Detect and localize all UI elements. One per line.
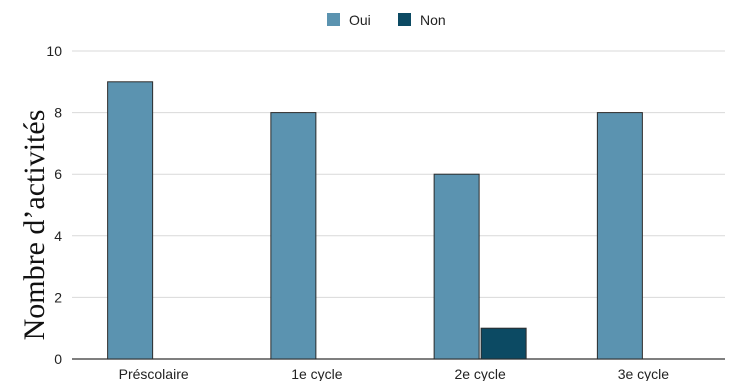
y-tick-label: 2 xyxy=(54,289,62,305)
legend: Oui Non xyxy=(327,12,446,28)
y-tick-label: 0 xyxy=(54,351,62,367)
y-tick-label: 10 xyxy=(46,43,62,59)
bar-oui-1 xyxy=(270,112,317,360)
legend-swatch-non xyxy=(398,13,411,26)
y-axis-label: Nombre d’activités xyxy=(18,110,51,341)
legend-label-non: Non xyxy=(420,12,446,28)
y-tick-label: 4 xyxy=(54,228,62,244)
bar-oui-0 xyxy=(107,81,154,360)
x-tick-label: 1e cycle xyxy=(291,366,343,381)
bar-oui-2 xyxy=(433,173,480,360)
x-tick-label: 2e cycle xyxy=(454,366,506,381)
bars xyxy=(107,81,643,360)
legend-swatch-oui xyxy=(327,13,340,26)
legend-label-oui: Oui xyxy=(349,12,371,28)
x-tick-label: 3e cycle xyxy=(618,366,670,381)
bar-non-2 xyxy=(480,327,527,360)
y-axis-ticks: 0 2 4 6 8 10 xyxy=(46,43,62,367)
y-tick-label: 8 xyxy=(54,105,62,121)
y-tick-label: 6 xyxy=(54,166,62,182)
x-tick-label: Préscolaire xyxy=(119,366,189,381)
x-axis-ticks: Préscolaire 1e cycle 2e cycle 3e cycle xyxy=(119,366,670,381)
bar-oui-3 xyxy=(596,112,643,360)
